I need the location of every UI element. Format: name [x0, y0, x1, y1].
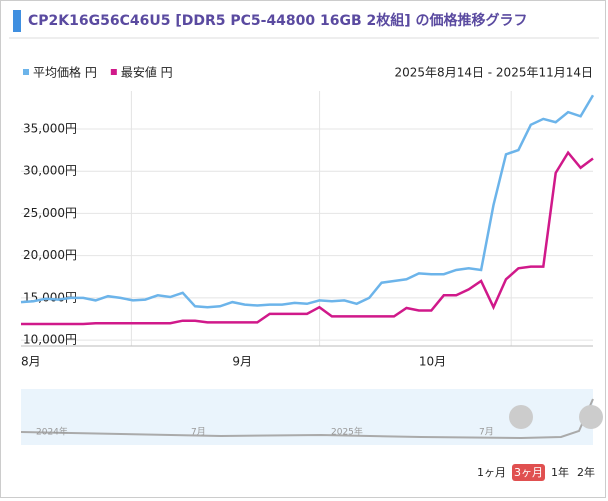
range-button-label[interactable]: 3ヶ月 — [514, 466, 543, 479]
range-button-label[interactable]: 1ヶ月 — [477, 466, 506, 479]
navigator-handle[interactable] — [509, 405, 533, 429]
navigator-label: 7月 — [191, 427, 206, 438]
y-tick-label: 35,000円 — [23, 121, 77, 135]
legend-swatch — [110, 69, 117, 75]
navigator-handle[interactable] — [579, 405, 603, 429]
chart-title: CP2K16G56C46U5 [DDR5 PC5-44800 16GB 2枚組]… — [28, 12, 528, 29]
y-tick-label: 25,000円 — [23, 206, 77, 220]
navigator-line — [20, 398, 594, 440]
y-tick-label: 10,000円 — [23, 333, 77, 347]
navigator-label: 2024年 — [36, 426, 68, 438]
title-marker — [13, 10, 21, 32]
navigator-label: 2025年 — [331, 426, 363, 438]
legend-label: 平均価格 円 — [33, 65, 97, 80]
legend-label: 最安値 円 — [121, 65, 173, 80]
navigator[interactable] — [21, 389, 593, 445]
range-button[interactable] — [512, 464, 545, 481]
legend-swatch — [23, 69, 29, 75]
x-tick-label: 10月 — [419, 355, 446, 369]
series-line — [20, 94, 595, 309]
x-tick-label: 8月 — [21, 355, 41, 369]
y-tick-label: 30,000円 — [23, 164, 77, 178]
date-range: 2025年8月14日 - 2025年11月14日 — [395, 66, 593, 80]
y-tick-label: 20,000円 — [23, 248, 77, 262]
x-tick-label: 9月 — [232, 355, 252, 369]
range-button-label[interactable]: 1年 — [551, 465, 569, 479]
series-line — [21, 150, 594, 326]
range-button-label[interactable]: 2年 — [577, 465, 595, 479]
navigator-label: 7月 — [479, 427, 494, 438]
